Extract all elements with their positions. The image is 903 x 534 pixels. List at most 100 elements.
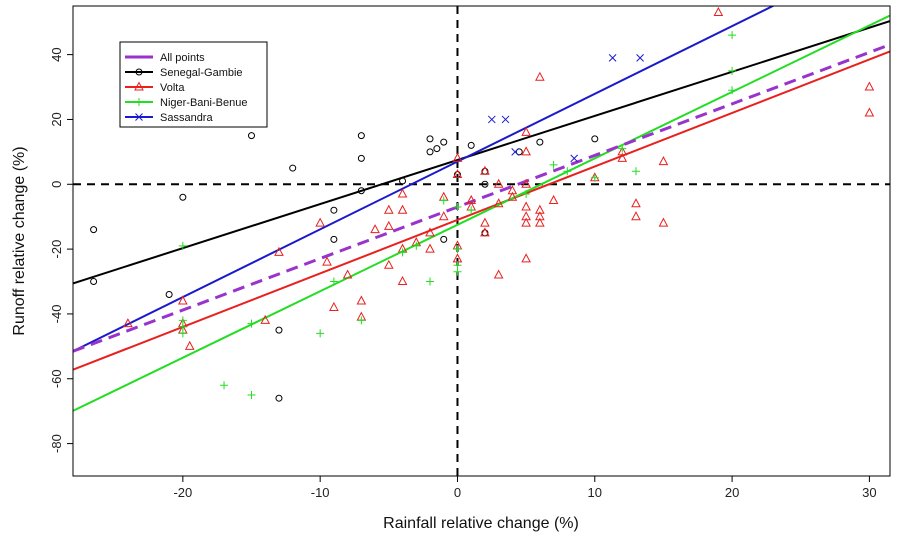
fit-line-sassandra (73, 6, 776, 353)
point-volta (342, 269, 353, 279)
point-niger-bani-benue (453, 245, 462, 254)
point-volta (184, 340, 195, 350)
point-niger-bani-benue (631, 167, 640, 176)
point-niger-bani-benue (453, 267, 462, 276)
point-volta (521, 178, 531, 188)
point-volta (713, 6, 724, 16)
legend-marker-volta (134, 81, 144, 91)
y-tick-label: 0 (49, 181, 64, 188)
point-senegal-gambie (426, 148, 434, 156)
point-volta (617, 146, 628, 156)
point-senegal-gambie (357, 187, 365, 195)
y-tick-label: 40 (49, 47, 64, 61)
point-senegal-gambie (330, 206, 338, 214)
point-volta (383, 204, 394, 214)
point-senegal-gambie (248, 132, 256, 140)
point-volta (864, 81, 875, 91)
legend-marker-senegal-gambie (135, 68, 143, 76)
point-volta (370, 224, 380, 234)
point-senegal-gambie (275, 326, 283, 334)
point-volta (438, 211, 449, 221)
point-volta (480, 217, 490, 227)
point-senegal-gambie (90, 226, 98, 234)
point-niger-bani-benue (220, 381, 229, 390)
point-niger-bani-benue (467, 206, 476, 215)
point-volta (356, 295, 367, 305)
legend-marker-niger-bani-benue (135, 98, 143, 106)
point-senegal-gambie (90, 278, 98, 286)
point-volta (631, 198, 641, 208)
point-volta (452, 168, 463, 179)
point-niger-bani-benue (247, 319, 256, 328)
legend-label-senegal-gambie: Senegal-Gambie (160, 67, 243, 79)
point-sassandra (487, 115, 496, 124)
y-tick-label: -80 (49, 434, 64, 453)
point-senegal-gambie (275, 394, 283, 402)
fit-line-niger-bani-benue (73, 14, 890, 412)
point-niger-bani-benue (522, 190, 531, 198)
point-niger-bani-benue (329, 277, 338, 286)
regression-lines (73, 6, 890, 412)
point-volta (480, 165, 490, 175)
point-senegal-gambie (179, 193, 187, 201)
point-niger-bani-benue (453, 202, 462, 211)
point-volta (507, 191, 518, 201)
point-volta (383, 259, 394, 269)
point-volta (535, 71, 545, 81)
point-sassandra (570, 154, 579, 163)
point-volta (274, 246, 284, 256)
point-niger-bani-benue (439, 196, 448, 205)
point-niger-bani-benue (412, 241, 421, 250)
point-volta (425, 243, 435, 253)
point-niger-bani-benue (316, 329, 325, 338)
x-tick-label: 10 (588, 485, 602, 500)
point-niger-bani-benue (728, 86, 737, 95)
point-niger-bani-benue (178, 241, 187, 250)
point-volta (521, 253, 531, 263)
point-senegal-gambie (357, 132, 365, 140)
legend-label-niger-bani-benue: Niger-Bani-Benue (160, 97, 247, 109)
x-tick-label: 30 (862, 485, 876, 500)
x-tick-label: -20 (173, 485, 192, 500)
point-senegal-gambie (289, 164, 297, 172)
point-sassandra (501, 115, 510, 124)
point-volta (260, 314, 271, 324)
legend-marker-sassandra (135, 113, 143, 121)
point-volta (493, 269, 504, 279)
point-niger-bani-benue (398, 248, 407, 257)
point-volta (315, 217, 325, 227)
x-tick-label: -10 (311, 485, 330, 500)
point-volta (658, 217, 669, 227)
point-niger-bani-benue (563, 167, 572, 176)
point-volta (631, 211, 641, 221)
point-niger-bani-benue (590, 173, 599, 182)
point-volta (864, 107, 875, 117)
point-niger-bani-benue (728, 31, 737, 40)
plot-frame (72, 5, 891, 477)
point-niger-bani-benue (178, 322, 187, 331)
point-volta (397, 204, 408, 214)
point-senegal-gambie (467, 141, 475, 149)
point-senegal-gambie (426, 135, 434, 143)
point-volta (452, 152, 463, 162)
fit-line-senegal-gambie (73, 20, 890, 285)
point-senegal-gambie (481, 180, 489, 188)
legend: All points Senegal-Gambie Volta Niger-Bani-… (119, 41, 268, 128)
point-volta (425, 227, 435, 237)
point-volta (397, 275, 408, 286)
point-niger-bani-benue (618, 144, 627, 153)
point-senegal-gambie (440, 138, 448, 146)
x-tick-label: 0 (454, 485, 461, 500)
point-senegal-gambie (165, 290, 173, 298)
fit-line-volta (73, 50, 890, 371)
point-volta (521, 217, 531, 227)
point-niger-bani-benue (426, 277, 435, 286)
legend-label-sassandra: Sassandra (160, 112, 213, 124)
legend-label-volta: Volta (160, 82, 185, 94)
x-tick-label: 20 (725, 485, 739, 500)
point-volta (322, 256, 332, 266)
point-senegal-gambie (591, 135, 599, 143)
point-volta (548, 194, 559, 204)
y-tick-label: -40 (49, 305, 64, 324)
